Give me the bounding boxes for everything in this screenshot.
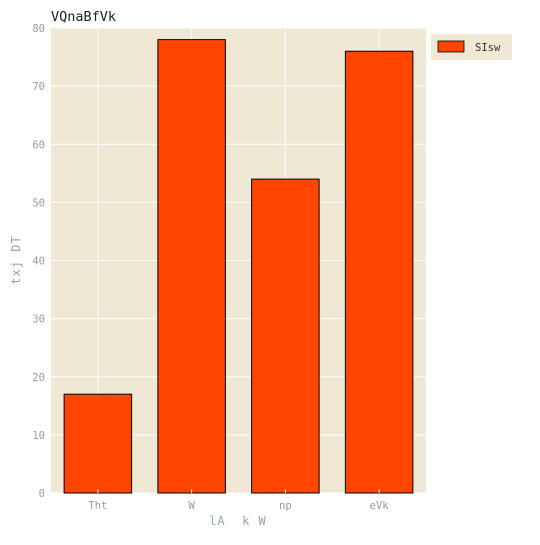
x-axis-label: lA k W	[209, 514, 267, 528]
y-tick-label: 30	[32, 314, 45, 326]
x-tick-label: W	[188, 500, 195, 512]
y-tick-label: 60	[32, 139, 45, 151]
x-tick-label: Tht	[88, 500, 107, 512]
y-axis-label: txj DT	[9, 235, 23, 284]
legend-swatch	[437, 40, 465, 53]
y-tick-label: 0	[39, 488, 45, 500]
y-tick-label: 80	[32, 23, 45, 35]
bars	[63, 39, 414, 494]
bar-eVk	[344, 50, 414, 494]
chart-title: VQnaBfVk	[51, 9, 116, 25]
y-tick-label: 50	[32, 197, 45, 209]
y-tick-label: 20	[32, 372, 45, 384]
y-axis-ticks: 0 10 20 30 40 50 60 70 80	[32, 23, 55, 500]
bar-np	[251, 178, 320, 494]
x-tick-label: np	[279, 500, 292, 512]
y-tick-label: 70	[32, 81, 45, 93]
bar-W	[157, 39, 226, 494]
bar-Tht	[63, 393, 133, 494]
legend: SIsw	[431, 34, 512, 60]
x-tick-label: eVk	[370, 500, 390, 512]
y-tick-label: 10	[32, 430, 45, 442]
legend-label: SIsw	[475, 42, 501, 54]
y-tick-label: 40	[32, 256, 45, 268]
